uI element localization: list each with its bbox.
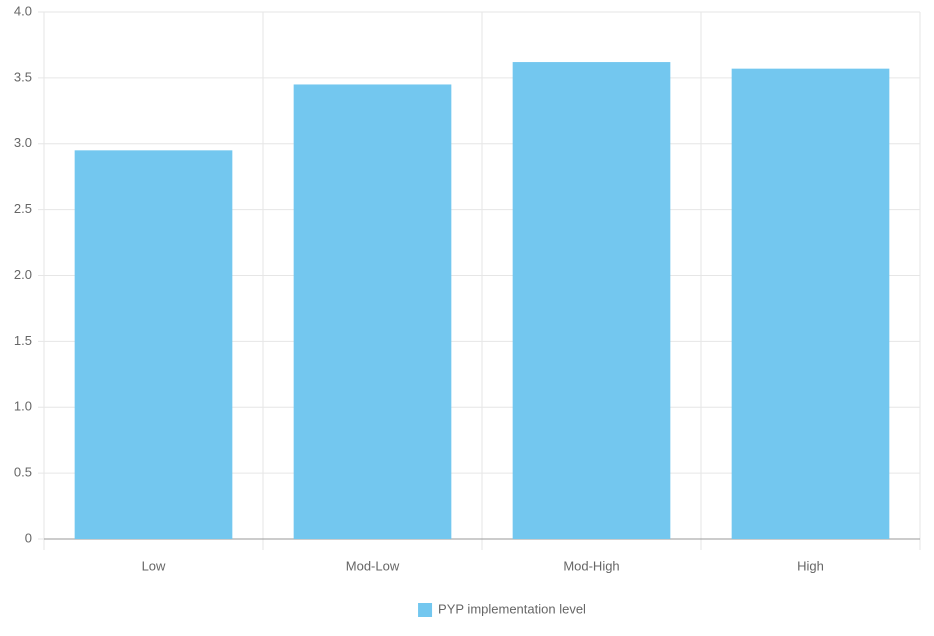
- y-tick-label: 0: [25, 530, 32, 545]
- bar: [293, 84, 452, 540]
- y-tick-label: 3.5: [14, 69, 32, 84]
- y-tick-label: 3.0: [14, 135, 32, 150]
- bar: [512, 62, 671, 539]
- y-tick-label: 4.0: [14, 3, 32, 18]
- bar: [74, 150, 233, 539]
- y-tick-label: 2.5: [14, 201, 32, 216]
- bar: [731, 68, 890, 539]
- x-tick-label: Mod-High: [563, 558, 619, 573]
- y-tick-label: 1.0: [14, 399, 32, 414]
- y-tick-label: 0.5: [14, 465, 32, 480]
- y-tick-label: 2.0: [14, 267, 32, 282]
- x-tick-label: Mod-Low: [346, 558, 400, 573]
- legend-item: PYP implementation level: [418, 601, 586, 617]
- legend-label: PYP implementation level: [438, 601, 586, 616]
- x-tick-label: Low: [142, 558, 166, 573]
- y-tick-label: 1.5: [14, 333, 32, 348]
- x-tick-label: High: [797, 558, 824, 573]
- legend-swatch: [418, 603, 433, 617]
